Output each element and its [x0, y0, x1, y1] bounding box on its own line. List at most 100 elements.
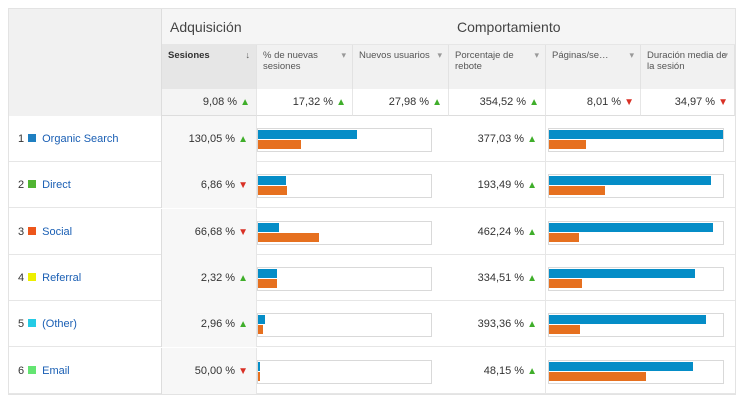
comparison-bar-chart — [257, 128, 432, 152]
comparison-bar-chart — [548, 128, 724, 152]
behavior-group-header: Comportamiento — [449, 9, 735, 45]
trend-up-icon: ▲ — [238, 319, 248, 331]
trend-up-icon: ▲ — [527, 134, 537, 145]
column-header-4[interactable]: Porcentaje de rebote ▾ — [449, 45, 546, 89]
row-dimension-cell: 1 Organic Search — [9, 116, 162, 162]
column-total-3: 27,98 % ▲ — [353, 89, 449, 116]
previous-period-bar — [549, 371, 647, 381]
series-color-swatch-icon — [28, 272, 37, 281]
metric-value: 193,49 % — [477, 179, 525, 192]
column-menu-icon[interactable]: ▾ — [341, 50, 346, 60]
dimension-header-cell — [9, 9, 162, 116]
trend-up-icon: ▲ — [432, 97, 442, 108]
metric-value-cell: 2,96 % ▲ — [162, 301, 257, 348]
trend-down-icon: ▼ — [238, 226, 248, 238]
metric-value: 2,96 % — [200, 318, 236, 331]
metric-value: 48,15 % — [483, 364, 525, 377]
row-number: 5 — [18, 318, 25, 331]
column-header-3[interactable]: Nuevos usuarios ▾ — [353, 45, 449, 89]
column-menu-icon[interactable]: ▾ — [723, 50, 728, 60]
column-header-6[interactable]: Duración media de la sesión ▾ — [641, 45, 735, 89]
metric-value: 462,24 % — [477, 225, 525, 238]
column-header-label: Porcentaje de rebote — [455, 50, 514, 72]
column-header-label: Duración media de la sesión — [647, 50, 727, 72]
previous-period-bar — [258, 371, 260, 381]
metric-value-cell: 393,36 % ▲ — [449, 301, 546, 348]
metric-value-cell: 48,15 % ▲ — [449, 347, 546, 394]
row-dimension-cell: 3 Social — [9, 208, 162, 255]
metric-value-cell: 377,03 % ▲ — [449, 116, 546, 162]
total-value: 27,98 % — [388, 96, 430, 108]
row-number: 3 — [18, 225, 25, 238]
metric-value: 334,51 % — [477, 271, 525, 284]
channel-link[interactable]: Email — [42, 364, 70, 377]
metric-value-cell: 66,68 % ▼ — [162, 208, 257, 255]
previous-period-bar — [549, 186, 605, 196]
current-period-bar — [549, 222, 713, 232]
current-period-bar — [549, 130, 723, 139]
sort-descending-icon[interactable]: ↓ — [245, 50, 251, 60]
acquisition-group-header: Adquisición — [162, 9, 449, 45]
current-period-bar — [258, 130, 357, 139]
previous-period-bar — [549, 232, 579, 242]
column-menu-icon[interactable]: ▾ — [534, 50, 539, 60]
column-total-5: 8,01 % ▼ — [546, 89, 641, 116]
series-color-swatch-icon — [28, 365, 37, 374]
current-period-bar — [258, 315, 265, 325]
metric-value: 393,36 % — [477, 318, 525, 331]
column-header-1[interactable]: Sesiones ↓ — [162, 45, 257, 89]
current-period-bar — [258, 361, 260, 371]
column-menu-icon[interactable]: ▾ — [629, 50, 634, 60]
channel-link[interactable]: Organic Search — [42, 133, 119, 145]
column-header-label: Páginas/se… — [552, 50, 609, 61]
comparison-bar-chart — [257, 266, 432, 291]
previous-period-bar — [258, 186, 288, 196]
channel-link[interactable]: (Other) — [42, 318, 77, 331]
metric-value: 6,86 % — [200, 179, 236, 192]
previous-period-bar — [549, 140, 586, 149]
channel-link[interactable]: Direct — [42, 179, 71, 192]
column-menu-icon[interactable]: ▾ — [437, 50, 442, 60]
comparison-bar-chart — [548, 359, 724, 384]
previous-period-bar — [258, 232, 319, 242]
comparison-bar-chart — [548, 313, 724, 338]
current-period-bar — [549, 176, 711, 186]
comparison-bar-chart — [548, 266, 724, 291]
column-header-5[interactable]: Páginas/se… ▾ — [546, 45, 641, 89]
previous-period-bar — [258, 325, 264, 335]
explorer-report-table: Adquisición Comportamiento Sesiones ↓ 9,08… — [8, 8, 736, 395]
channel-link[interactable]: Social — [42, 225, 73, 238]
series-color-swatch-icon — [28, 319, 37, 328]
total-value: 8,01 % — [586, 96, 622, 108]
total-value: 34,97 % — [674, 96, 716, 108]
trend-up-icon: ▲ — [527, 180, 537, 192]
metric-value: 130,05 % — [188, 133, 236, 145]
trend-down-icon: ▼ — [238, 365, 248, 377]
row-number: 4 — [18, 271, 25, 284]
acquisition-group-title: Adquisición — [170, 19, 242, 35]
metric-value-cell: 50,00 % ▼ — [162, 347, 257, 394]
behavior-group-title: Comportamiento — [457, 19, 561, 35]
comparison-bar-chart — [548, 220, 724, 245]
comparison-bar-chart — [257, 359, 432, 384]
table-row: 1 Organic Search 130,05 % ▲ 377,03 % ▲ — [9, 116, 735, 162]
column-header-2[interactable]: % de nuevas sesiones ▾ — [257, 45, 353, 89]
comparison-bar-chart — [257, 220, 432, 245]
channel-link[interactable]: Referral — [42, 271, 82, 284]
row-dimension-cell: 4 Referral — [9, 254, 162, 301]
column-total-4: 354,52 % ▲ — [449, 89, 546, 116]
row-number: 6 — [18, 364, 25, 377]
current-period-bar — [258, 222, 279, 232]
table-row: 5 (Other) 2,96 % ▲ 393,36 % ▲ — [9, 301, 735, 348]
series-color-swatch-icon — [28, 180, 37, 189]
row-dimension-cell: 6 Email — [9, 347, 162, 394]
total-value: 17,32 % — [292, 96, 334, 108]
current-period-bar — [258, 176, 286, 186]
metric-value-cell: 6,86 % ▼ — [162, 162, 257, 209]
trend-down-icon: ▼ — [718, 97, 728, 108]
previous-period-bar — [258, 140, 302, 149]
previous-period-bar — [258, 278, 278, 288]
table-row: 6 Email 50,00 % ▼ 48,15 % ▲ — [9, 347, 735, 394]
comparison-bar-chart — [548, 174, 724, 199]
comparison-bar-chart — [257, 313, 432, 338]
